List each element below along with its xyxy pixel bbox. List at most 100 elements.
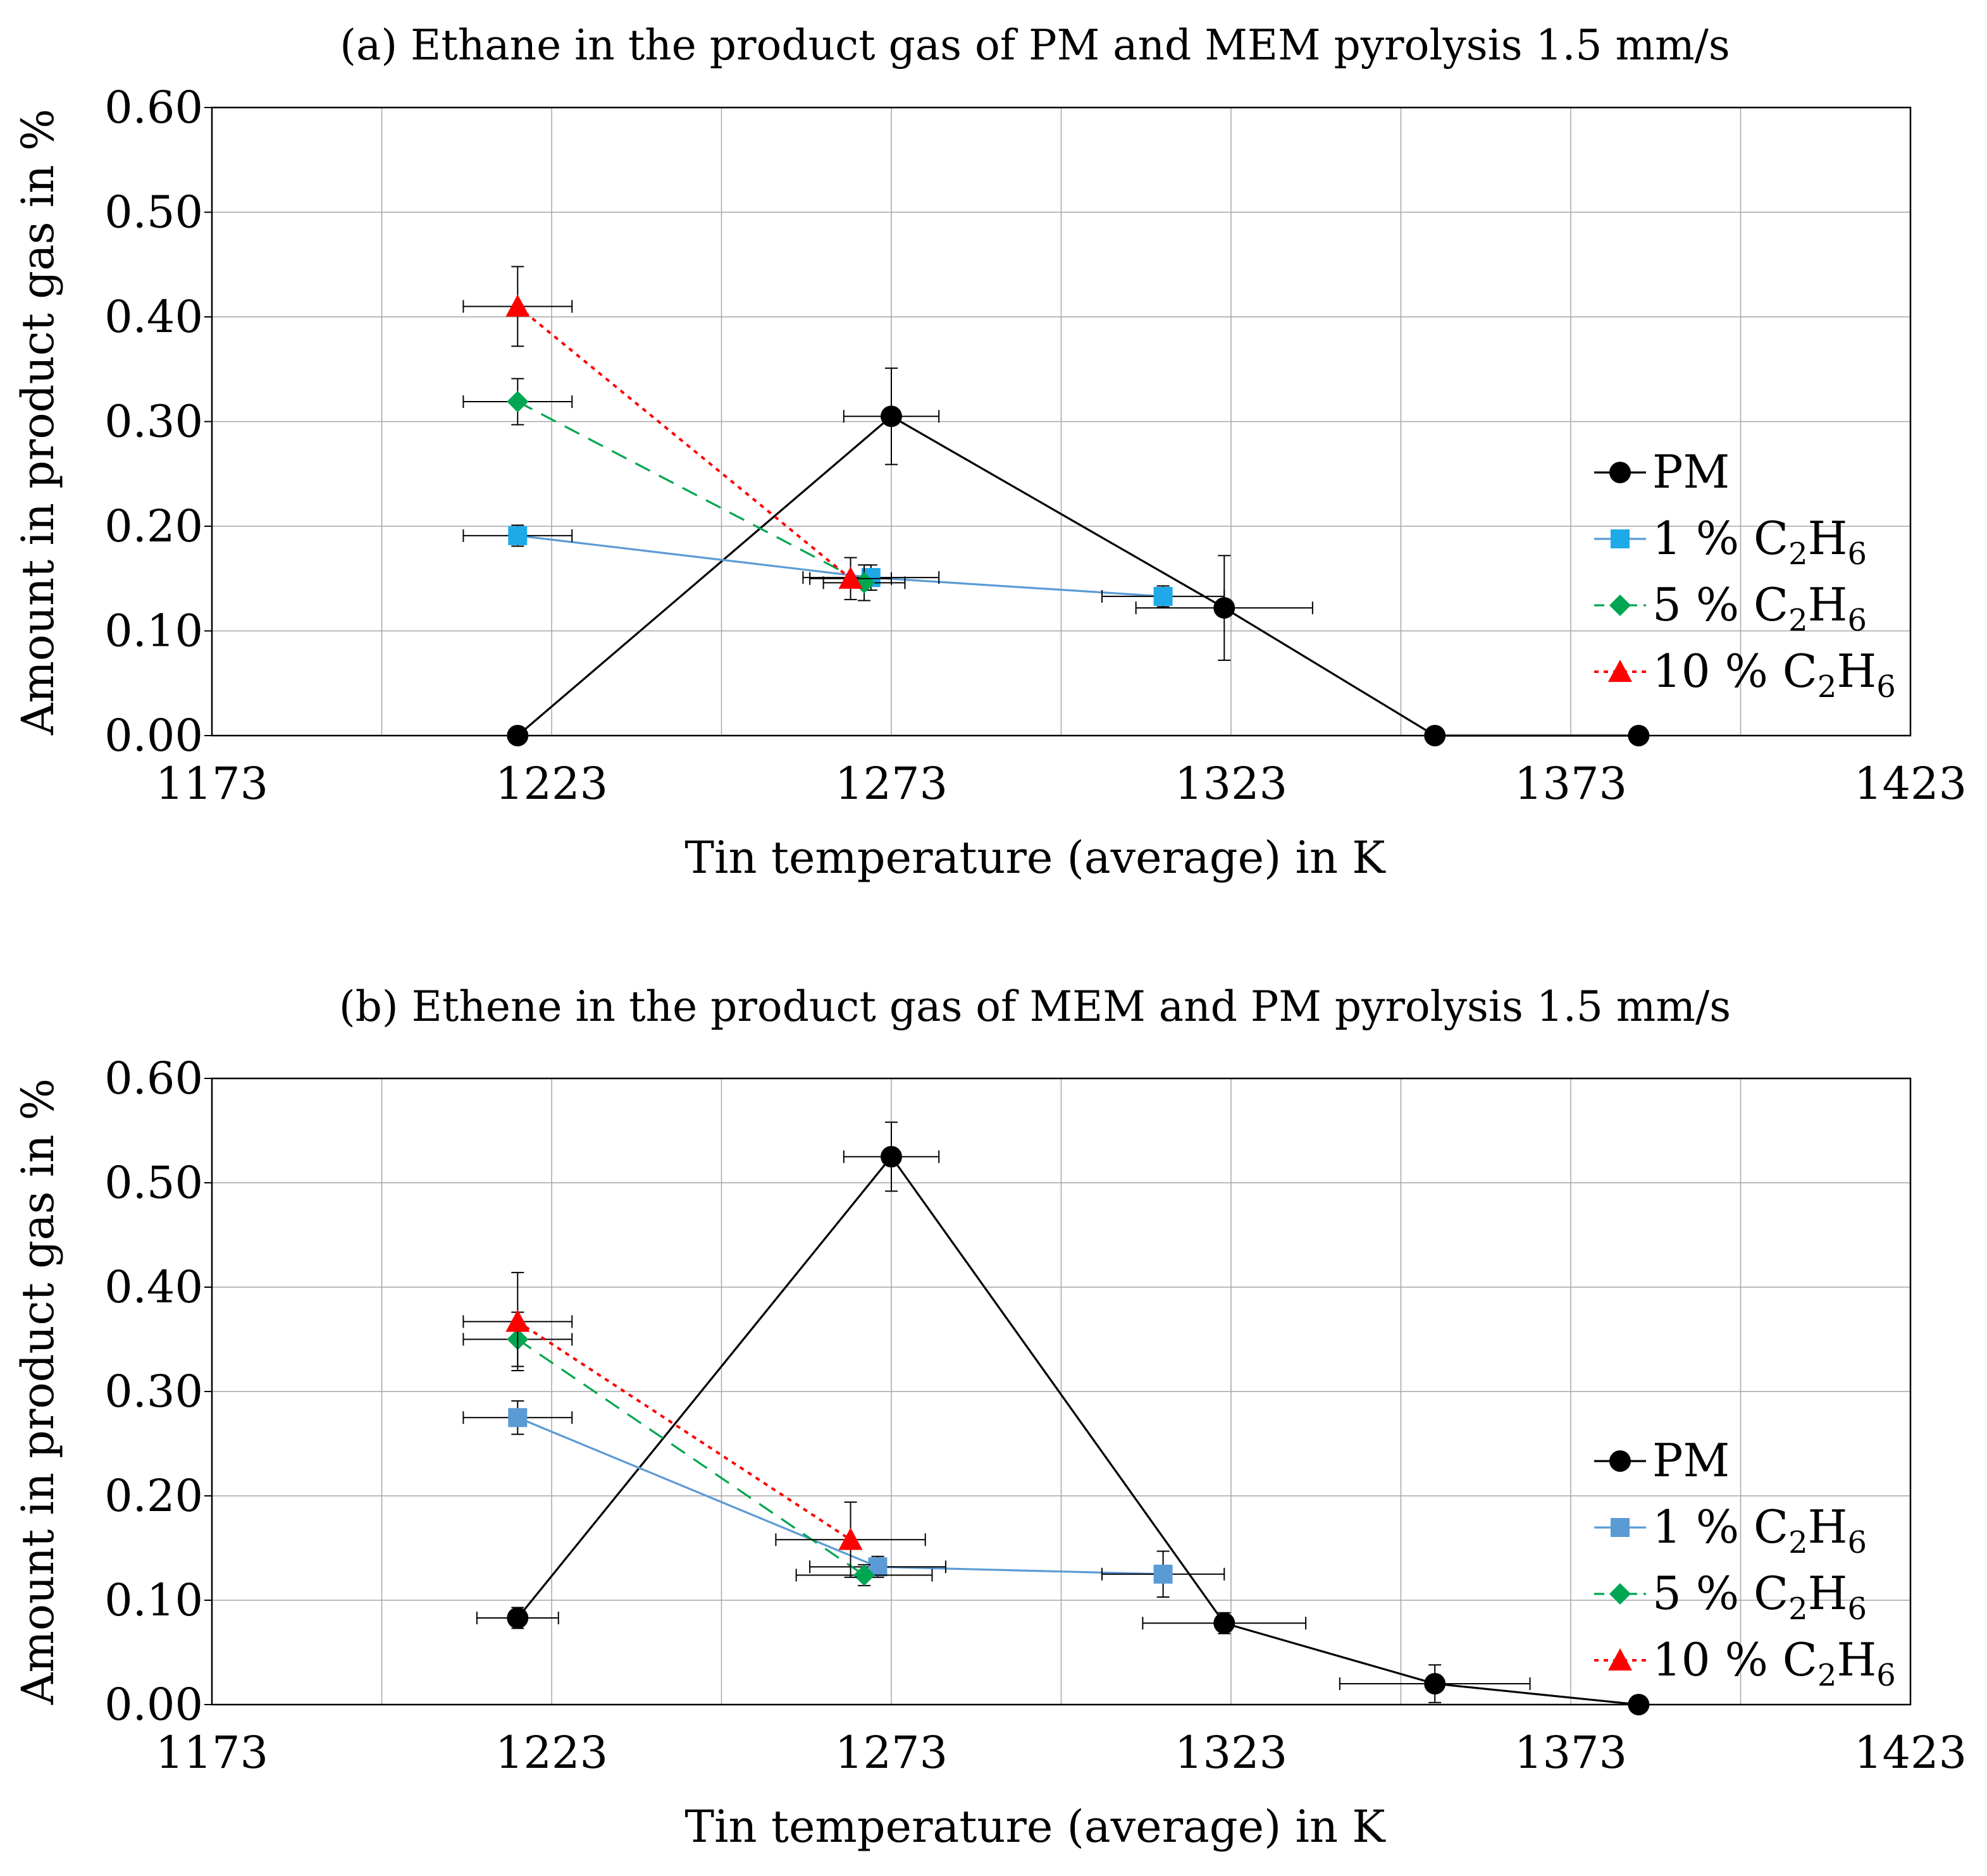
chart-b-series-0	[476, 1121, 1650, 1715]
legend-label-part: 6	[1847, 603, 1867, 638]
legend-label-part: 2	[1788, 1591, 1808, 1627]
chart-b-series-0-point	[1213, 1612, 1235, 1634]
chart-a-xtick-label: 1273	[835, 758, 948, 810]
chart-b-series-0-point	[1424, 1673, 1446, 1694]
legend-label-part: 6	[1847, 1591, 1867, 1627]
legend-label-part: 6	[1876, 669, 1896, 705]
chart-a-series-0-point	[1424, 725, 1446, 746]
legend-label-part: H	[1836, 645, 1876, 698]
chart-a-series-1-point	[508, 526, 528, 545]
chart-a-series-3	[462, 266, 892, 600]
chart-b: (b) Ethene in the product gas of MEM and…	[12, 982, 1731, 1853]
chart-a-xtick-label: 1223	[495, 758, 608, 810]
legend-label-part: 1 % C	[1652, 512, 1788, 565]
chart-b-legend-marker	[1609, 1450, 1631, 1472]
chart-a-xtick-label: 1323	[1175, 758, 1287, 810]
chart-a-legend-marker	[1611, 529, 1630, 548]
chart-b-series-0-point	[507, 1607, 529, 1629]
chart-b-series-1-point	[508, 1408, 528, 1428]
chart-a-series-0-point	[507, 725, 529, 746]
chart-b-series-3	[462, 1271, 926, 1578]
legend-label-part: 6	[1876, 1658, 1896, 1693]
chart-a-legend-label: 10 % C2H6	[1652, 645, 1896, 705]
chart-a-ytick-label: 0.00	[104, 710, 203, 762]
chart-a-series-1-point	[1153, 586, 1173, 606]
chart-b-xtick-label: 1373	[1514, 1727, 1627, 1779]
chart-a-title: (a) Ethane in the product gas of PM and …	[340, 21, 1730, 70]
chart-b-legend-label: 5 % C2H6	[1652, 1567, 1867, 1627]
chart-a-xtick-label: 1173	[156, 758, 268, 810]
chart-a-plot: 0.00 0.10 0.20 0.30 0.40 0.50 0.60 1173 1223 1273…	[104, 82, 1967, 810]
chart-b-ytick-label: 0.50	[104, 1157, 203, 1209]
chart-b-title: (b) Ethene in the product gas of MEM and…	[339, 982, 1731, 1031]
chart-b-xlabel: Tin temperature (average) in K	[684, 1801, 1386, 1853]
chart-a-legend-label: PM	[1652, 445, 1730, 498]
chart-a-ytick-label: 0.20	[104, 500, 203, 552]
legend-label-part: 2	[1817, 669, 1837, 705]
chart-b-series-0-point	[881, 1145, 902, 1168]
chart-b-series-3-point	[838, 1527, 863, 1550]
chart-a-series-0	[507, 367, 1650, 746]
chart-a-legend-marker	[1608, 660, 1632, 682]
legend-label-part: H	[1836, 1633, 1876, 1686]
chart-a-series-0-point	[1628, 725, 1650, 746]
chart-b-legend-marker	[1608, 1648, 1632, 1671]
legend-label-part: PM	[1652, 445, 1730, 498]
legend-label-part: 5 % C	[1652, 578, 1788, 631]
chart-b-series-0-point	[1628, 1694, 1650, 1715]
chart-a-ytick-label: 0.40	[104, 291, 203, 343]
chart-a-legend-marker	[1609, 595, 1631, 616]
chart-b-series-2-point	[853, 1564, 876, 1586]
chart-a-ytick-label: 0.30	[104, 396, 203, 448]
chart-a-legend-label: 1 % C2H6	[1652, 512, 1867, 572]
chart-b-ytick-label: 0.10	[104, 1574, 203, 1626]
legend-label-part: H	[1808, 1500, 1848, 1553]
chart-b-ylabel: Amount in product gas in %	[12, 1078, 64, 1705]
chart-b-series-3-point	[505, 1309, 530, 1332]
legend-label-part: 2	[1788, 536, 1808, 572]
chart-b-xtick-label: 1423	[1854, 1727, 1967, 1779]
legend-label-part: PM	[1652, 1434, 1730, 1487]
legend-label-part: H	[1808, 1567, 1848, 1620]
chart-a-series-2-point	[507, 391, 529, 413]
chart-b-legend-marker	[1609, 1583, 1631, 1605]
chart-a-series-0-point	[1213, 597, 1235, 619]
chart-b-xtick-label: 1273	[835, 1727, 948, 1779]
chart-b-ytick-label: 0.00	[104, 1679, 203, 1731]
chart-b-ytick-label: 0.60	[104, 1052, 203, 1104]
chart-b-xtick-label: 1173	[156, 1727, 268, 1779]
legend-label-part: 2	[1788, 1525, 1808, 1560]
chart-a-xtick-label: 1423	[1854, 758, 1967, 810]
chart-a-ylabel: Amount in product gas in %	[12, 109, 64, 736]
legend-label-part: H	[1808, 512, 1848, 565]
chart-b-series-1	[462, 1400, 1225, 1598]
chart-b-legend-label: 1 % C2H6	[1652, 1500, 1867, 1560]
chart-a-ytick-label: 0.50	[104, 187, 203, 238]
chart-b-ytick-label: 0.20	[104, 1470, 203, 1522]
chart-b-xtick-label: 1323	[1175, 1727, 1287, 1779]
chart-b-ytick-label: 0.30	[104, 1366, 203, 1417]
chart-a-ytick-label: 0.10	[104, 605, 203, 657]
legend-label-part: 6	[1847, 1525, 1867, 1560]
legend-label-part: 10 % C	[1652, 1633, 1817, 1686]
chart-a-series-1	[462, 524, 1225, 608]
chart-b-series-2-line	[517, 1338, 865, 1576]
legend-label-part: 2	[1788, 603, 1808, 638]
chart-b-plot: 0.00 0.10 0.20 0.30 0.40 0.50 0.60 1173 1223 1273…	[104, 1052, 1967, 1779]
chart-a-series-0-point	[881, 405, 902, 428]
chart-a-series-2-line	[517, 400, 865, 584]
chart-b-ytick-label: 0.40	[104, 1261, 203, 1313]
legend-label-part: 5 % C	[1652, 1567, 1788, 1620]
chart-b-legend-label: 10 % C2H6	[1652, 1633, 1896, 1693]
legend-label-part: H	[1808, 578, 1848, 631]
chart-a-series-3-point	[505, 294, 530, 317]
chart-a-legend-marker	[1609, 462, 1631, 483]
chart-a: (a) Ethane in the product gas of PM and …	[12, 21, 1730, 884]
legend-label-part: 10 % C	[1652, 645, 1817, 698]
legend-label-part: 1 % C	[1652, 1500, 1788, 1553]
legend-label-part: 2	[1817, 1658, 1837, 1693]
chart-a-xlabel: Tin temperature (average) in K	[684, 832, 1386, 884]
chart-b-legend-label: PM	[1652, 1434, 1730, 1487]
chart-a-legend-label: 5 % C2H6	[1652, 578, 1867, 638]
